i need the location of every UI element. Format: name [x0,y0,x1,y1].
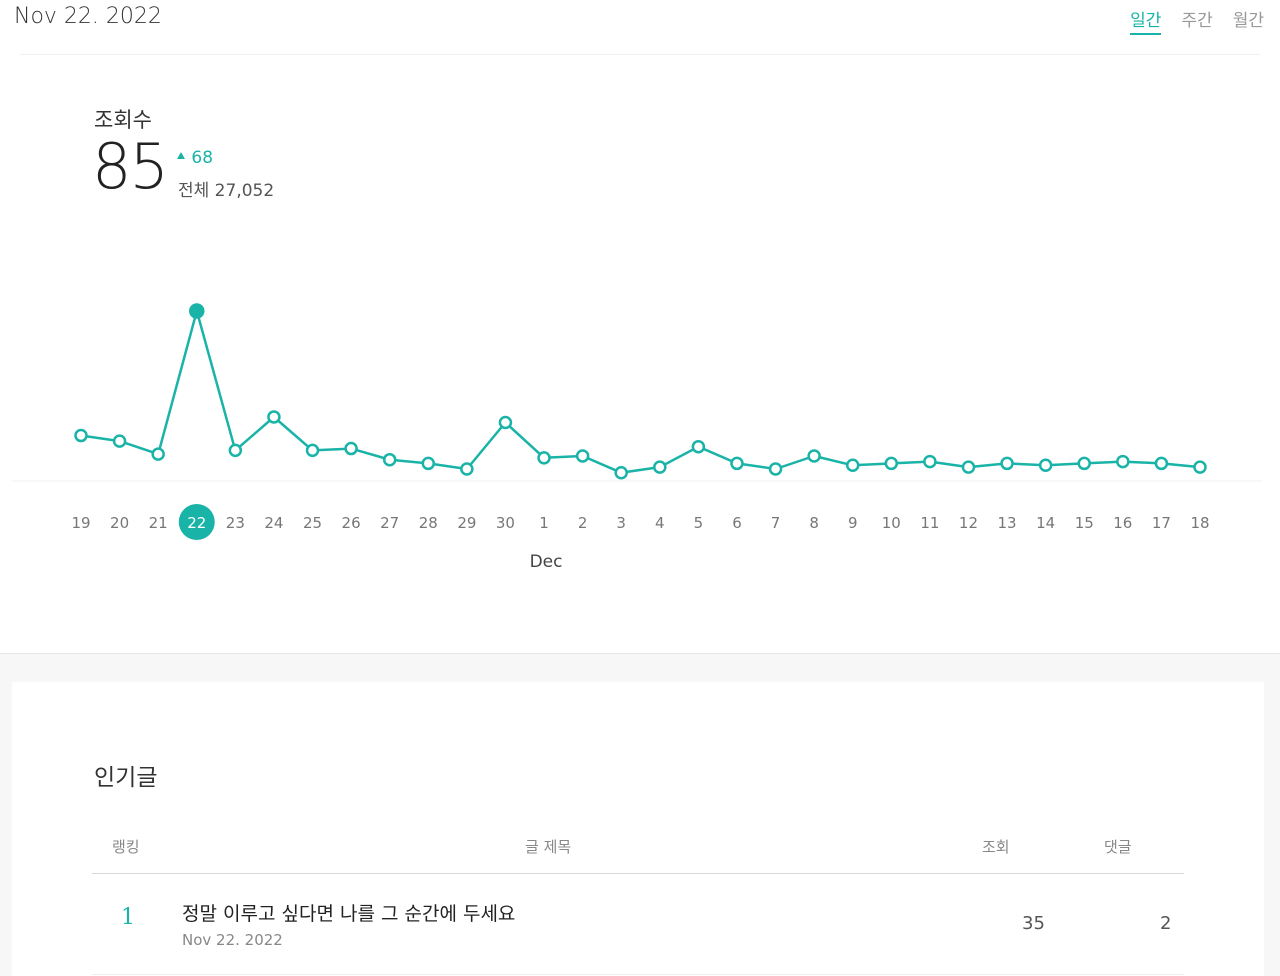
chart-tick-label[interactable]: 3 [616,514,626,532]
tab-monthly[interactable]: 월간 [1232,11,1264,31]
chart-tick-label[interactable]: 17 [1152,514,1171,532]
chart-tick-label[interactable]: 8 [809,514,819,532]
chart-tick-label[interactable]: 4 [655,514,665,532]
chart-point[interactable] [1116,454,1130,469]
chart-point[interactable] [1000,456,1014,471]
chart-tick-label[interactable]: 23 [226,514,245,532]
popular-posts-card: 인기글 랭킹 글 제목 조회 댓글 1 정말 이루고 싶다면 나를 그 순간에 … [12,682,1264,976]
chart-point[interactable] [151,447,165,461]
chart-point[interactable] [614,465,628,480]
chart-tick-label[interactable]: 20 [110,514,129,532]
column-rank: 랭킹 [112,838,140,856]
chart-point[interactable] [730,456,744,471]
chart-tick-label[interactable]: 25 [303,514,322,532]
chart-tick-label[interactable]: 21 [149,514,168,532]
tab-daily[interactable]: 일간 [1130,6,1162,35]
chart-point[interactable] [923,454,937,469]
chart-tick-label[interactable]: 6 [732,514,742,532]
views-line-chart: 19 20 21 22 23 24 25 26 27 28 29 30 1 2 3 4 5 6 7 8 9 10 11 12 1… [12,303,1262,572]
chart-tick-label[interactable]: 7 [771,514,781,532]
chart-tick-label[interactable]: 19 [71,514,90,532]
table-row[interactable]: 1 정말 이루고 싶다면 나를 그 순간에 두세요 Nov 22. 2022 3… [92,875,1184,975]
triangle-up-icon [177,152,185,159]
chart-point[interactable] [228,443,243,458]
row-post-date: Nov 22. 2022 [182,931,283,949]
chart-tick-label[interactable]: 9 [848,514,858,532]
chart-point[interactable] [498,415,513,430]
chart-point[interactable] [884,456,899,471]
header-date: Nov 22. 2022 [14,4,162,29]
table-header: 랭킹 글 제목 조회 댓글 [92,834,1184,874]
chart-point[interactable] [460,462,474,476]
chart-tick-label[interactable]: 30 [496,514,515,532]
chart-point[interactable] [807,449,821,463]
chart-tick-label[interactable]: 15 [1075,514,1094,532]
column-title: 글 제목 [525,838,572,856]
header-divider [20,54,1260,55]
header: Nov 22. 2022 일간 주간 월간 [0,0,1280,56]
chart-point[interactable] [575,449,590,463]
chart-tick-label[interactable]: 28 [419,514,438,532]
tab-weekly[interactable]: 주간 [1181,11,1213,31]
chart-point[interactable] [267,410,281,424]
chart-tick-label[interactable]: 24 [264,514,283,532]
chart-tick-label[interactable]: 22 [187,514,206,532]
chart-point[interactable] [189,303,205,319]
column-views: 조회 [982,838,1010,856]
chart-tick-label[interactable]: 12 [959,514,978,532]
popular-posts-title: 인기글 [94,765,158,791]
chart-point[interactable] [1154,456,1169,471]
views-total: 전체 27,052 [178,181,275,201]
chart-point[interactable] [1077,456,1091,471]
chart-point[interactable] [74,428,88,443]
views-value: 85 [92,130,169,203]
views-change-value: 68 [191,148,214,168]
chart-point[interactable] [344,441,358,456]
row-comments: 2 [1160,913,1172,934]
chart-point[interactable] [305,443,320,458]
chart-tick-label[interactable]: 11 [920,514,939,532]
column-comments: 댓글 [1104,838,1132,856]
chart-point[interactable] [537,451,551,465]
row-post-title[interactable]: 정말 이루고 싶다면 나를 그 순간에 두세요 [182,903,516,925]
chart-tick-label[interactable]: 10 [882,514,901,532]
chart-tick-label[interactable]: 29 [457,514,476,532]
chart-tick-label[interactable]: 5 [694,514,704,532]
chart-point[interactable] [421,456,436,471]
chart-tick-label[interactable]: 26 [342,514,361,532]
chart-point[interactable] [1193,460,1207,474]
views-change: 68 [176,148,213,168]
views-label: 조회수 [94,108,152,132]
chart-month-label: Dec [530,552,563,572]
chart-point[interactable] [768,462,783,476]
chart-point[interactable] [1038,458,1053,473]
chart-tick-label[interactable]: 13 [998,514,1017,532]
chart-selected-day-marker[interactable] [178,504,215,540]
chart-tick-label[interactable]: 14 [1036,514,1055,532]
row-views: 35 [1022,913,1045,934]
chart-tick-label[interactable]: 1 [539,514,549,532]
chart-point[interactable] [653,460,667,474]
chart-point[interactable] [845,458,860,473]
chart-tick-label[interactable]: 2 [578,514,588,532]
row-rank: 1 [121,905,135,930]
section-divider [0,653,1280,654]
chart-point[interactable] [112,434,127,448]
chart-point[interactable] [382,452,397,467]
chart-tick-label[interactable]: 27 [380,514,399,532]
chart-point[interactable] [961,460,976,474]
chart-tick-label[interactable]: 18 [1190,514,1209,532]
chart-point[interactable] [691,439,706,454]
views-stat: 조회수 85 68 전체 27,052 [92,104,274,201]
chart-series-line [80,309,1201,474]
period-tabs: 일간 주간 월간 [1130,6,1264,35]
chart-tick-label[interactable]: 16 [1113,514,1132,532]
